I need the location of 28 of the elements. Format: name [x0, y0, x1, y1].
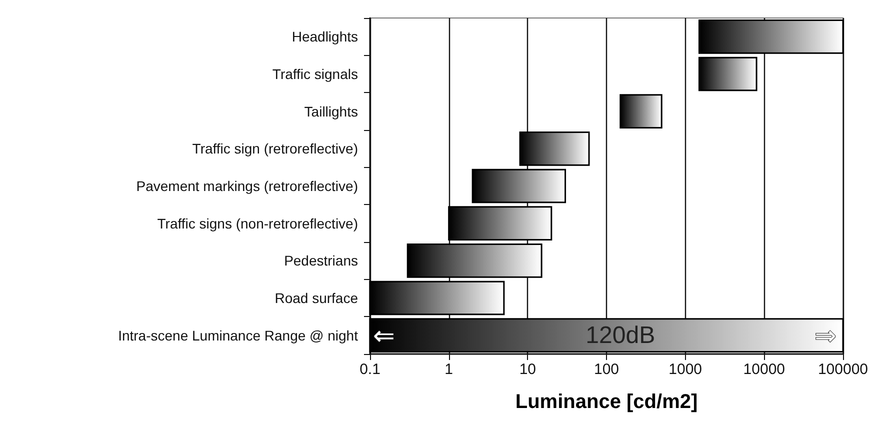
bar: [620, 94, 662, 129]
y-tick-label: Headlights: [292, 28, 358, 45]
bar: [448, 206, 552, 241]
y-tick-label: Pedestrians: [284, 252, 358, 269]
x-axis-title: Luminance [cd/m2]: [515, 391, 698, 413]
y-tick-label: Pavement markings (retroreflective): [136, 178, 358, 194]
y-tick-label: Taillights: [304, 103, 358, 120]
x-tick-label: 10000: [743, 361, 786, 378]
bar: [698, 19, 844, 54]
x-tick-label: 100: [594, 361, 620, 378]
bar: [519, 131, 590, 166]
x-tick-label: 100000: [818, 361, 868, 378]
bar: [698, 56, 758, 92]
y-tick-label: Road surface: [274, 290, 358, 306]
annotation: ⇒: [814, 320, 836, 350]
bar: [472, 168, 566, 204]
x-tick-label: 10: [519, 361, 536, 378]
y-tick-label: Traffic signals: [272, 66, 358, 82]
bar: [369, 280, 505, 316]
x-tick-label: 0.1: [360, 361, 380, 378]
annotation: 120dB: [586, 322, 656, 349]
x-tick-label: 1000: [668, 361, 702, 378]
y-tick-label: Traffic signs (non-retroreflective): [157, 215, 358, 232]
bar: [406, 243, 542, 278]
y-tick-label: Intra-scene Luminance Range @ night: [118, 327, 358, 344]
y-tick-label: Traffic sign (retroreflective): [192, 140, 358, 157]
annotation: ⇐: [372, 320, 395, 350]
x-tick-label: 1: [444, 361, 454, 378]
